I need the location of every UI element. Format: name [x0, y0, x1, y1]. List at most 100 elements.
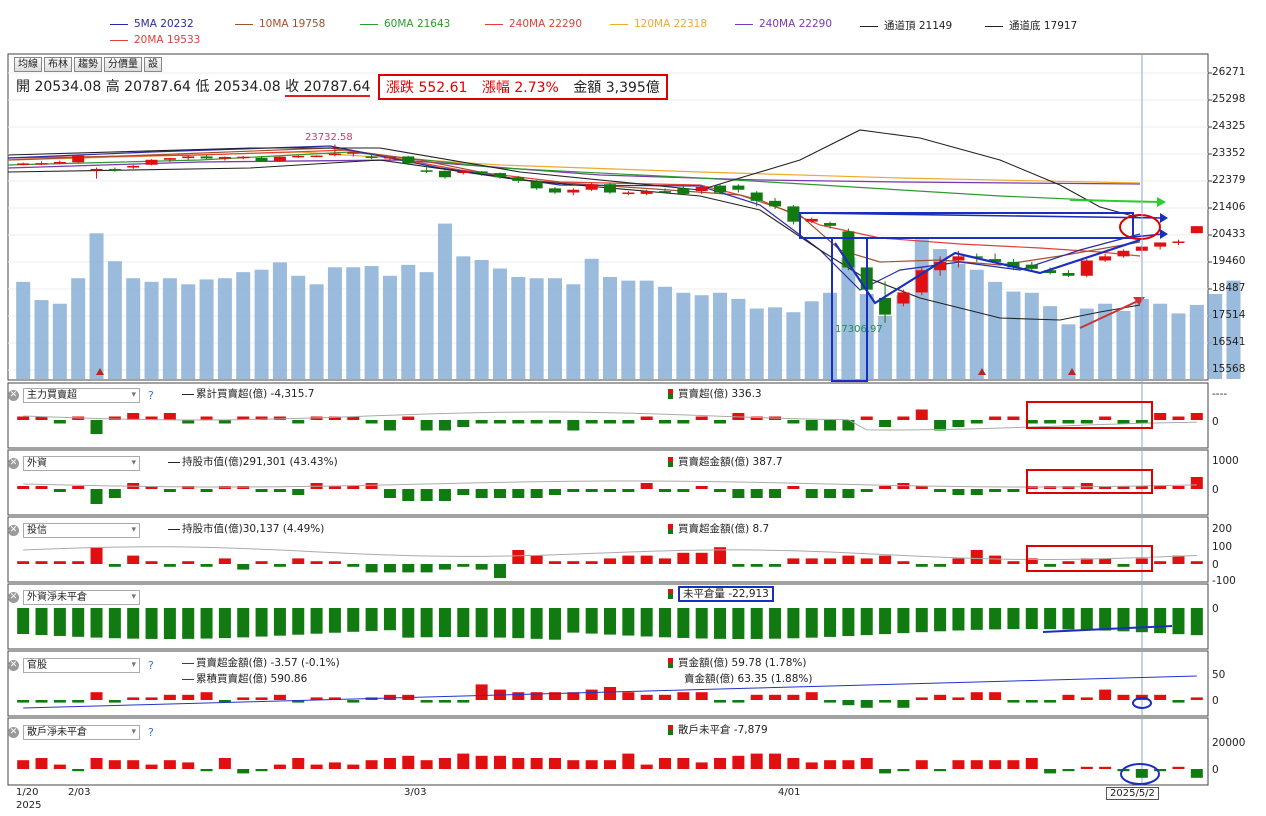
volume-bar: [1208, 294, 1223, 379]
gov-bar: [1172, 700, 1185, 703]
main-force-bar: [952, 420, 965, 427]
foreign-oi-bar: [879, 608, 892, 635]
close-icon[interactable]: ✕: [8, 389, 19, 401]
foreign-holding-label: 持股市值(億)291,301 (43.43%): [168, 454, 338, 469]
foreign-bar: [1044, 486, 1057, 489]
candle-body: [420, 170, 433, 172]
retail-bar: [750, 753, 763, 769]
gov-bar: [897, 700, 910, 708]
candle-body: [365, 156, 378, 158]
volume-bar: [1153, 303, 1168, 379]
foreign-oi-bar: [145, 608, 158, 639]
gov-bar: [548, 692, 561, 700]
trust-bar: [127, 555, 140, 564]
volume-bar: [1171, 313, 1186, 379]
close-icon[interactable]: ✕: [8, 457, 19, 469]
candle-body: [732, 185, 745, 190]
candle-body: [952, 256, 965, 261]
trust-bar: [53, 561, 66, 564]
x-tick: 1/20: [16, 787, 39, 798]
candle-body: [1190, 226, 1203, 234]
volume-profile-button[interactable]: 分價量: [104, 57, 142, 72]
trust-holding-label: 持股市值(億)30,137 (4.49%): [168, 521, 324, 536]
bollinger-button[interactable]: 布林: [44, 57, 72, 72]
candle-body: [659, 191, 672, 193]
gov-cum-label: 累積買賣超(億) 590.86: [182, 671, 307, 686]
foreign-oi-bar: [530, 608, 543, 639]
settings-button[interactable]: 設: [144, 57, 162, 72]
volume-bar: [1098, 303, 1113, 379]
candle-body: [897, 292, 910, 304]
drawn-circle: [1119, 214, 1161, 240]
trust-bar: [934, 564, 947, 567]
main-force-bar: [365, 420, 378, 424]
drawn-circle: [1120, 763, 1160, 785]
foreign-bar: [1080, 483, 1093, 489]
foreign-bar: [860, 489, 873, 492]
foreign-oi-bar: [769, 608, 782, 639]
trust-bar: [237, 564, 250, 570]
volume-bar: [1189, 304, 1204, 379]
retail-bar: [108, 760, 121, 769]
volume-bar: [804, 301, 819, 379]
foreign-oi-bar: [567, 608, 580, 633]
volume-bar: [639, 280, 654, 379]
gov-bar: [438, 700, 451, 703]
y-tick: 50: [1212, 669, 1226, 681]
legend-item: 240MA 22290: [485, 18, 582, 30]
help-icon[interactable]: ?: [148, 725, 154, 739]
trust-bar: [879, 555, 892, 564]
foreign-oi-bar: [842, 608, 855, 637]
trust-bar: [659, 558, 672, 564]
foreign-bar: [659, 489, 672, 492]
foreign-bar: [90, 489, 103, 504]
trend-button[interactable]: 趨勢: [74, 57, 102, 72]
x-tick-year: 2025: [16, 800, 42, 811]
help-icon[interactable]: ?: [148, 658, 154, 672]
candle-body: [695, 186, 708, 192]
indicator-select[interactable]: 投信: [23, 522, 140, 538]
gov-bar: [475, 684, 488, 700]
foreign-oi-bar: [72, 608, 85, 637]
candle-body: [53, 161, 66, 164]
change-pct: 漲幅 2.73%: [481, 80, 559, 96]
panel-frame: [7, 516, 1209, 583]
trust-bar: [163, 564, 176, 567]
candle-body: [824, 223, 837, 226]
candle-body: [1154, 242, 1167, 247]
y-tick: 200: [1212, 523, 1233, 535]
retail-bar: [787, 758, 800, 769]
trust-bar: [493, 564, 506, 578]
indicator-select[interactable]: 官股: [23, 657, 140, 673]
trust-bar: [622, 555, 635, 564]
indicator-select[interactable]: 主力買賣超: [23, 387, 140, 403]
foreign-bar: [989, 489, 1002, 492]
gov-bar: [200, 692, 213, 700]
trust-bar: [1099, 558, 1112, 564]
foreign-oi-bar: [438, 608, 451, 638]
gov-bar: [1025, 700, 1038, 703]
high-value: 高 20787.64: [105, 79, 191, 95]
trust-bar: [1172, 555, 1185, 564]
arrow-head: [1160, 213, 1168, 223]
legend-item: 通道底 17917: [985, 18, 1077, 33]
candle-body: [879, 297, 892, 315]
legend-item: 20MA 19533: [110, 34, 200, 46]
close-icon[interactable]: ✕: [8, 591, 19, 603]
close-icon[interactable]: ✕: [8, 524, 19, 536]
foreign-oi-bar: [824, 608, 837, 637]
foreign-bar: [585, 489, 598, 492]
ma-button[interactable]: 均線: [14, 57, 42, 72]
indicator-select[interactable]: 外資淨未平倉: [23, 589, 140, 605]
indicator-select[interactable]: 散戶淨未平倉: [23, 724, 140, 740]
close-icon[interactable]: ✕: [8, 726, 19, 738]
y-tick: 0: [1212, 559, 1219, 571]
y-tick: 23352: [1212, 147, 1246, 159]
volume-bar: [584, 258, 599, 379]
current-date-box: 2025/5/2: [1106, 787, 1159, 800]
close-icon[interactable]: ✕: [8, 659, 19, 671]
help-icon[interactable]: ?: [148, 388, 154, 402]
volume-bar: [676, 292, 691, 379]
indicator-select[interactable]: 外資: [23, 455, 140, 471]
